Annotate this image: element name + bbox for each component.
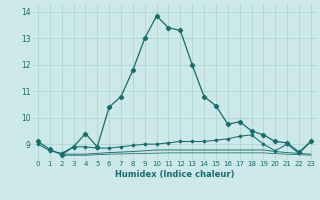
X-axis label: Humidex (Indice chaleur): Humidex (Indice chaleur) bbox=[115, 170, 234, 179]
